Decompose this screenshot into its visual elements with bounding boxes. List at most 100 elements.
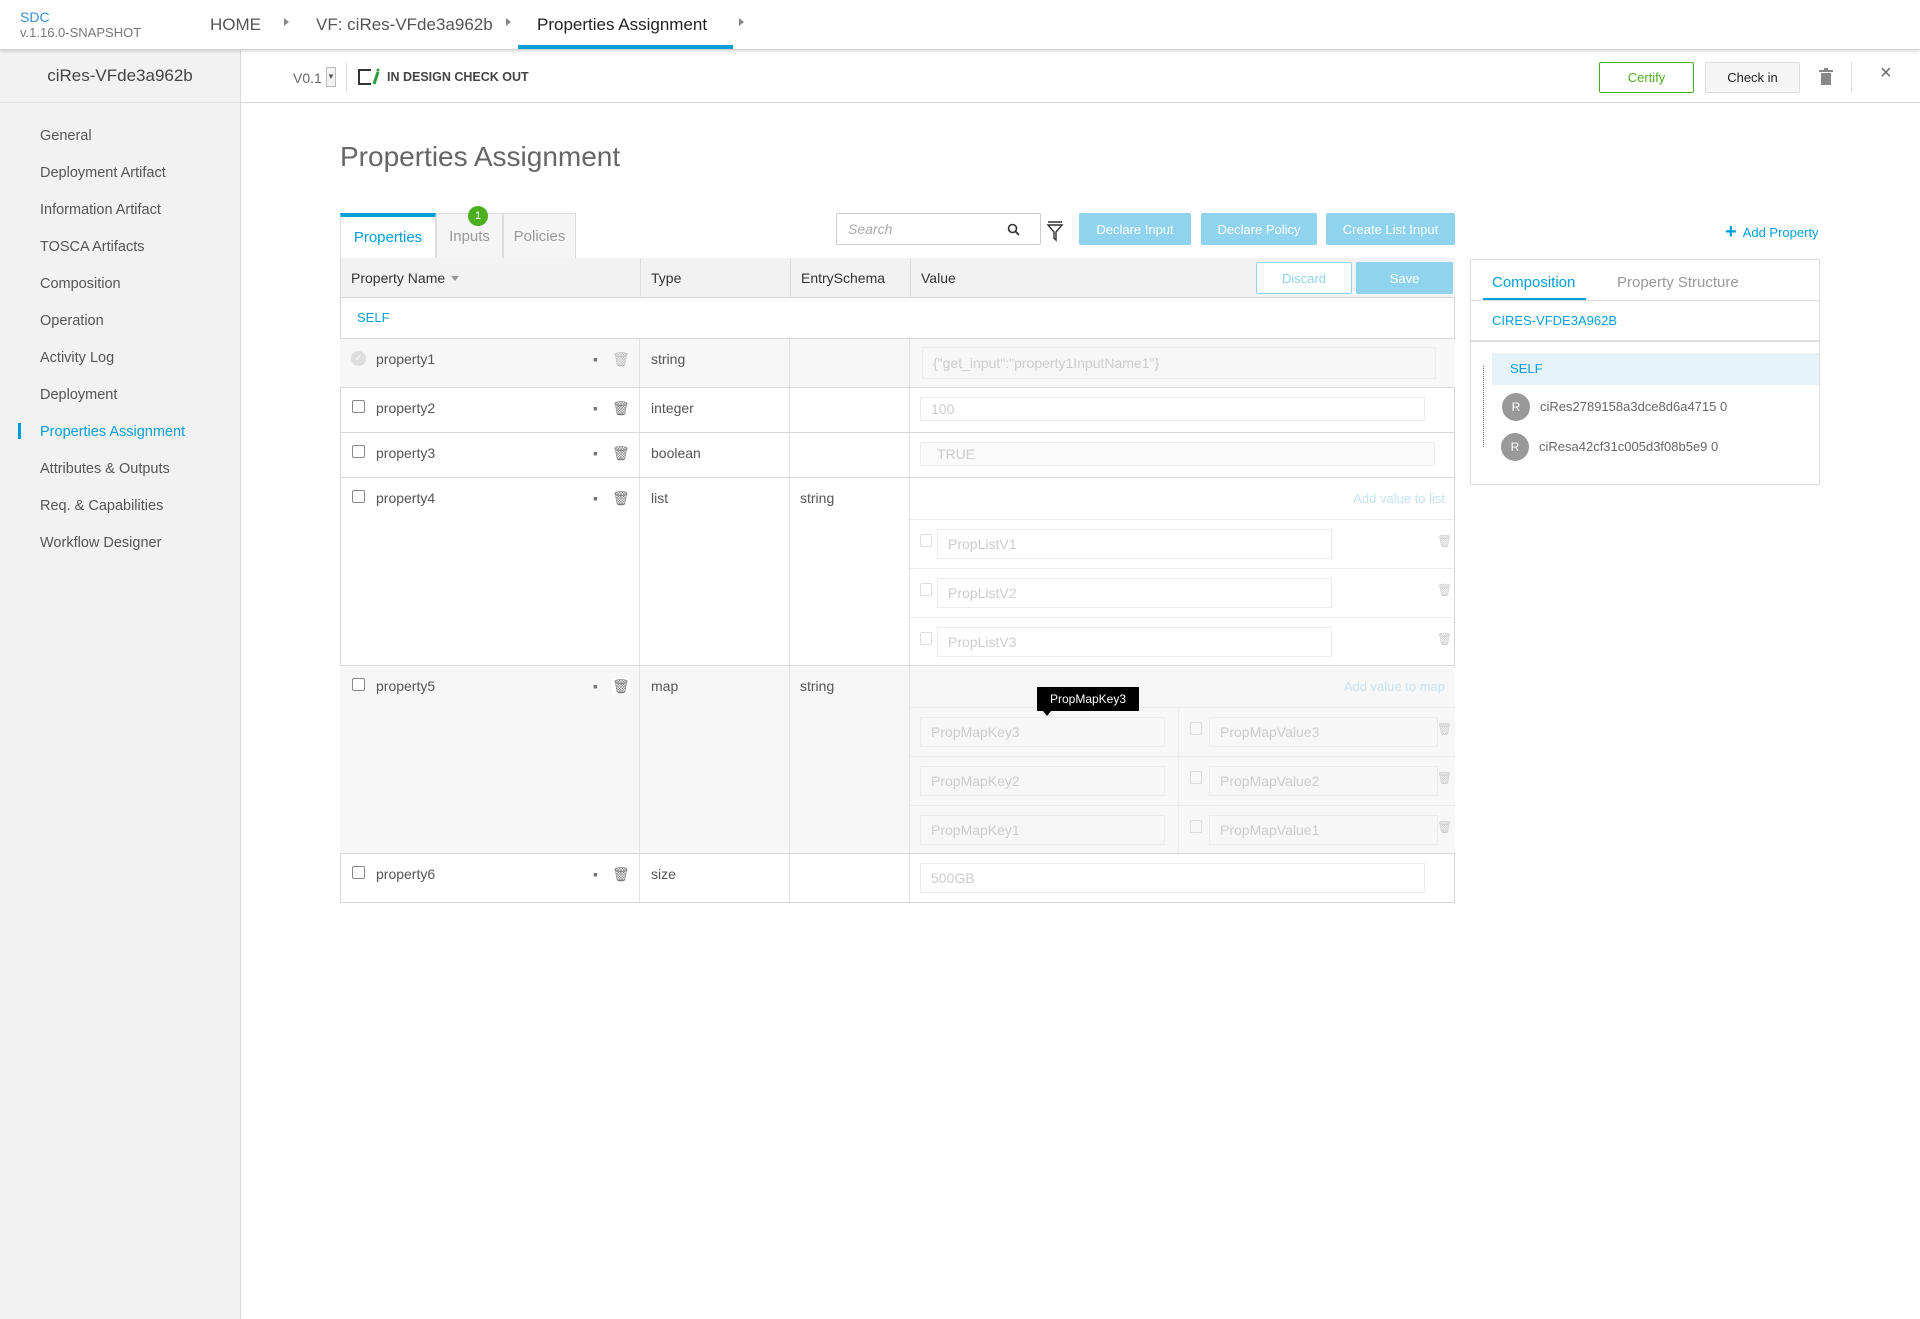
caret-down-icon[interactable]: ▼ — [326, 67, 336, 87]
description-icon[interactable]: ▪ — [593, 866, 598, 882]
map-key-field[interactable]: PropMapKey1 — [920, 815, 1165, 845]
column-property-name[interactable]: Property Name — [341, 258, 641, 298]
column-value: Value — [921, 270, 956, 286]
search-icon[interactable] — [1007, 223, 1020, 236]
breadcrumb-vf[interactable]: VF: ciRes-VFde3a962b — [316, 15, 493, 34]
search-placeholder: Search — [848, 221, 893, 237]
sidebar-item-activity-log[interactable]: Activity Log — [40, 350, 115, 366]
delete-icon[interactable] — [1819, 68, 1833, 85]
app-logo[interactable]: SDC — [20, 9, 50, 25]
checkout-status-icon — [358, 68, 380, 85]
delete-icon[interactable]: 🗑 — [612, 490, 630, 506]
map-value-field[interactable]: PropMapValue2 — [1209, 766, 1438, 796]
discard-button[interactable]: Discard — [1256, 262, 1352, 294]
sidebar-item-information-artifact[interactable]: Information Artifact — [40, 202, 161, 218]
map-value-field[interactable]: PropMapValue3 — [1209, 717, 1438, 747]
item-checkbox[interactable] — [920, 534, 932, 547]
map-key-field[interactable]: PropMapKey2 — [920, 766, 1165, 796]
row-checkbox[interactable] — [352, 866, 365, 879]
sort-down-icon[interactable] — [451, 275, 460, 281]
delete-icon[interactable]: 🗑 — [1437, 583, 1453, 597]
list-item-field[interactable]: PropListV1 — [937, 529, 1332, 559]
tree-item-self[interactable]: SELF — [1492, 353, 1819, 385]
property-type: integer — [651, 400, 694, 416]
delete-icon[interactable]: 🗑 — [612, 400, 630, 416]
tree-item-resource[interactable]: ciResa42cf31c005d3f08b5e9 0 — [1539, 439, 1719, 454]
declare-policy-button[interactable]: Declare Policy — [1201, 213, 1317, 245]
value-select[interactable]: TRUE — [920, 442, 1435, 466]
tree-item-resource[interactable]: ciRes2789158a3dce8d6a4715 0 — [1540, 399, 1728, 414]
description-icon[interactable]: ▪ — [593, 678, 598, 694]
sidebar-item-workflow-designer[interactable]: Workflow Designer — [40, 535, 162, 551]
component-name[interactable]: CIRES-VFDE3A962B — [1492, 313, 1617, 328]
chevron-right-icon[interactable] — [284, 18, 289, 26]
row-checkbox[interactable] — [352, 400, 365, 413]
sidebar-item-req-capabilities[interactable]: Req. & Capabilities — [40, 498, 164, 514]
tab-policies[interactable]: Policies — [503, 213, 576, 258]
add-value-to-list-link[interactable]: Add value to list — [1353, 491, 1445, 506]
filter-icon[interactable] — [1046, 220, 1064, 242]
sidebar-item-general[interactable]: General — [40, 128, 92, 144]
declare-input-button[interactable]: Declare Input — [1079, 213, 1191, 245]
tab-properties[interactable]: Properties — [340, 213, 436, 258]
tooltip: PropMapKey3 — [1037, 687, 1139, 711]
description-icon[interactable]: ▪ — [593, 351, 598, 367]
delete-icon[interactable]: 🗑 — [1437, 632, 1453, 646]
close-icon[interactable]: × — [1880, 62, 1892, 84]
add-property-button[interactable]: + Add Property — [1725, 221, 1819, 244]
delete-icon[interactable]: 🗑 — [1437, 820, 1453, 834]
value-field[interactable]: 500GB — [920, 863, 1425, 893]
chevron-right-icon[interactable] — [739, 18, 744, 26]
value-number-field[interactable]: 100 — [920, 397, 1425, 421]
delete-icon[interactable]: 🗑 — [612, 866, 630, 882]
app-version: v.1.16.0-SNAPSHOT — [20, 25, 142, 40]
sidebar-item-operation[interactable]: Operation — [40, 313, 104, 329]
search-input[interactable]: Search — [836, 213, 1041, 245]
delete-icon[interactable]: 🗑 — [612, 678, 630, 695]
description-icon[interactable]: ▪ — [593, 445, 598, 461]
description-icon[interactable]: ▪ — [593, 400, 598, 416]
delete-icon[interactable]: 🗑 — [612, 445, 630, 461]
group-self: SELF — [357, 310, 390, 325]
create-list-input-button[interactable]: Create List Input — [1326, 213, 1455, 245]
item-checkbox[interactable] — [1190, 820, 1202, 833]
delete-icon[interactable]: 🗑 — [1437, 534, 1453, 548]
list-item-field[interactable]: PropListV2 — [937, 578, 1332, 608]
map-key-field[interactable]: PropMapKey3 — [920, 717, 1165, 747]
sidebar-item-composition[interactable]: Composition — [40, 276, 121, 292]
map-value-field[interactable]: PropMapValue1 — [1209, 815, 1438, 845]
row-checkbox[interactable] — [352, 678, 365, 691]
sidebar-item-deployment-artifact[interactable]: Deployment Artifact — [40, 165, 166, 181]
item-checkbox[interactable] — [920, 632, 932, 645]
plus-icon: + — [1725, 221, 1737, 243]
row-checkbox[interactable] — [352, 445, 365, 458]
sidebar-item-attributes-outputs[interactable]: Attributes & Outputs — [40, 461, 170, 477]
list-item-field[interactable]: PropListV3 — [937, 627, 1332, 657]
row-checkbox[interactable] — [352, 490, 365, 503]
certify-button[interactable]: Certify — [1599, 62, 1694, 93]
delete-icon[interactable]: 🗑 — [1437, 771, 1453, 785]
top-header: SDC v.1.16.0-SNAPSHOT HOME VF: ciRes-VFd… — [0, 0, 1920, 50]
delete-icon[interactable]: 🗑 — [612, 351, 630, 367]
tab-composition[interactable]: Composition — [1492, 274, 1576, 291]
version-select[interactable]: V0.1 — [293, 70, 322, 86]
item-checkbox[interactable] — [1190, 722, 1202, 735]
tab-property-structure[interactable]: Property Structure — [1617, 274, 1739, 291]
tree-line — [1483, 366, 1484, 447]
item-checkbox[interactable] — [1190, 771, 1202, 784]
breadcrumb-current[interactable]: Properties Assignment — [537, 15, 708, 34]
table-row: property2 ▪ 🗑 integer 100 — [340, 387, 1455, 432]
value-field[interactable]: {"get_input":"property1InputName1"} — [922, 347, 1436, 379]
check-in-button[interactable]: Check in — [1705, 62, 1800, 93]
save-button[interactable]: Save — [1356, 262, 1453, 294]
delete-icon[interactable]: 🗑 — [1437, 722, 1453, 736]
sidebar-item-properties-assignment[interactable]: Properties Assignment — [40, 424, 186, 440]
sidebar-item-deployment[interactable]: Deployment — [40, 387, 118, 403]
sidebar-item-tosca-artifacts[interactable]: TOSCA Artifacts — [40, 239, 145, 255]
add-value-to-map-link[interactable]: Add value to map — [1343, 679, 1445, 694]
breadcrumb-home[interactable]: HOME — [210, 15, 261, 34]
item-checkbox[interactable] — [920, 583, 932, 596]
table-row: property5 ▪ 🗑 map string Add value to map… — [340, 665, 1455, 855]
description-icon[interactable]: ▪ — [593, 490, 598, 506]
chevron-right-icon[interactable] — [506, 18, 511, 26]
